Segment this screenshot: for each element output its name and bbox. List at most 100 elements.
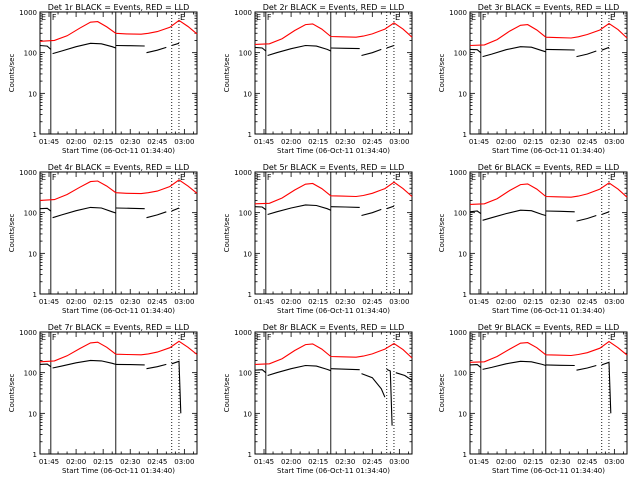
y-tick-label: 100 <box>24 370 37 378</box>
series-line-events <box>576 50 597 58</box>
y-tick-label: 100 <box>239 370 252 378</box>
y-axis-label: Counts/sec <box>223 54 231 93</box>
x-tick-label: 02:00 <box>281 298 301 306</box>
vline-label: F <box>267 333 272 342</box>
x-tick-label: 02:45 <box>147 298 167 306</box>
x-axis-label: Start Time (06-Oct-11 01:34:40) <box>492 307 605 315</box>
plot-frame <box>39 11 198 135</box>
series-line-events <box>39 363 52 368</box>
series-line-events <box>469 364 482 368</box>
y-tick-label: 1 <box>248 131 252 139</box>
y-tick-label: 1 <box>463 131 467 139</box>
panel-title: Det 7r BLACK = Events, RED = LLD <box>48 323 190 332</box>
series-line-events <box>39 44 52 50</box>
vline-label: E <box>610 333 615 342</box>
x-tick-label: 02:30 <box>335 298 355 306</box>
series-line-events <box>469 48 482 54</box>
panel-title: Det 3r BLACK = Events, RED = LLD <box>478 3 620 12</box>
series-line-events <box>601 211 610 216</box>
y-tick-label: 1000 <box>19 169 37 177</box>
vline-label: E <box>180 13 185 22</box>
series-line-lld <box>39 179 198 201</box>
series-line-events <box>330 47 360 50</box>
panel-title: Det 5r BLACK = Events, RED = LLD <box>263 163 405 172</box>
series-line-lld <box>39 340 198 363</box>
vline-label: E <box>41 173 46 182</box>
panel-title: Det 8r BLACK = Events, RED = LLD <box>263 323 405 332</box>
y-axis-label: Counts/sec <box>223 374 231 413</box>
x-tick-label: 02:45 <box>577 298 597 306</box>
series-line-events <box>601 361 612 414</box>
x-tick-label: 02:30 <box>120 298 140 306</box>
vline-label: E <box>395 333 400 342</box>
vline-label: E <box>180 173 185 182</box>
vline-label: E <box>41 13 46 22</box>
x-tick-label: 02:30 <box>120 458 140 466</box>
x-tick-label: 03:00 <box>604 298 624 306</box>
x-tick-label: 03:00 <box>389 138 409 146</box>
x-tick-label: 02:45 <box>147 458 167 466</box>
series-line-events <box>482 209 546 221</box>
series-line-events <box>267 44 332 57</box>
y-tick-label: 1 <box>33 131 37 139</box>
x-tick-label: 02:30 <box>120 138 140 146</box>
series-line-events <box>330 206 360 208</box>
series-line-events <box>361 373 386 398</box>
panel-9: Det 9r BLACK = Events, RED = LLD 1 10 100 10… <box>438 323 628 475</box>
series-line-events <box>146 363 167 370</box>
vline-label: E <box>256 333 261 342</box>
series-line-events <box>267 364 331 377</box>
plot-frame <box>469 331 628 455</box>
series-line-events <box>386 368 393 426</box>
x-tick-label: 03:00 <box>174 138 194 146</box>
y-tick-label: 10 <box>243 410 252 418</box>
y-tick-label: 1 <box>248 451 252 459</box>
x-tick-label: 03:00 <box>604 138 624 146</box>
x-tick-label: 02:00 <box>66 138 86 146</box>
x-tick-label: 01:45 <box>254 458 274 466</box>
vline-label: F <box>267 13 272 22</box>
x-tick-label: 02:30 <box>550 298 570 306</box>
y-tick-label: 1000 <box>449 329 467 337</box>
y-tick-label: 10 <box>458 250 467 258</box>
panel-3: Det 3r BLACK = Events, RED = LLD 1 10 100 10… <box>438 3 628 155</box>
vline-label: E <box>256 13 261 22</box>
y-tick-label: 100 <box>454 50 467 58</box>
x-tick-label: 03:00 <box>174 458 194 466</box>
series-line-events <box>545 48 575 51</box>
y-tick-label: 10 <box>28 250 37 258</box>
series-line-events <box>395 372 413 381</box>
x-tick-label: 02:00 <box>496 138 516 146</box>
x-tick-label: 02:45 <box>577 138 597 146</box>
plot-frame <box>469 11 628 135</box>
series-line-events <box>52 359 116 369</box>
y-tick-label: 1 <box>33 291 37 299</box>
x-axis-label: Start Time (06-Oct-11 01:34:40) <box>277 307 390 315</box>
y-tick-label: 100 <box>454 210 467 218</box>
x-tick-label: 03:00 <box>389 298 409 306</box>
panel-4: Det 4r BLACK = Events, RED = LLD 1 10 100 10… <box>8 163 198 315</box>
y-axis-label: Counts/sec <box>8 54 16 93</box>
series-line-lld <box>469 182 628 205</box>
vline-label: E <box>41 333 46 342</box>
series-line-events <box>115 44 145 47</box>
x-tick-label: 02:00 <box>66 298 86 306</box>
series-line-lld <box>254 342 413 365</box>
plot-frame <box>469 171 628 295</box>
x-tick-label: 02:30 <box>550 458 570 466</box>
y-tick-label: 1000 <box>234 169 252 177</box>
x-tick-label: 01:45 <box>39 458 59 466</box>
series-line-lld <box>469 340 628 363</box>
y-tick-label: 10 <box>28 90 37 98</box>
x-tick-label: 03:00 <box>389 458 409 466</box>
y-tick-label: 100 <box>24 210 37 218</box>
y-tick-label: 1000 <box>449 169 467 177</box>
vline-label: F <box>52 13 57 22</box>
x-tick-label: 02:15 <box>93 298 113 306</box>
series-line-events <box>52 206 116 219</box>
y-tick-label: 100 <box>454 370 467 378</box>
panel-2: Det 2r BLACK = Events, RED = LLD 1 10 100 10… <box>223 3 413 155</box>
x-tick-label: 02:15 <box>523 298 543 306</box>
x-tick-label: 02:45 <box>362 298 382 306</box>
